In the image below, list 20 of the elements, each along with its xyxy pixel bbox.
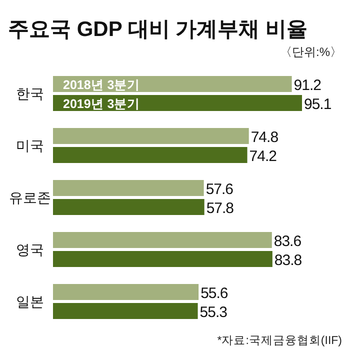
data-label: 74.2	[249, 148, 276, 165]
subtitle: 〈단위:%〉	[280, 45, 342, 59]
data-label: 83.6	[274, 233, 302, 250]
data-label: 57.8	[206, 200, 234, 217]
category-label: 영국	[16, 242, 44, 258]
data-label: 57.6	[206, 181, 234, 198]
series-name: 2019년 3분기	[63, 97, 140, 111]
category-label: 미국	[16, 138, 44, 154]
data-label: 91.2	[294, 77, 321, 94]
data-label: 95.1	[304, 96, 332, 113]
title: 주요국 GDP 대비 가계부채 비율	[8, 18, 308, 41]
annotation: *자료:국제금융협회(IIF)	[217, 335, 342, 347]
category-label: 유로존	[9, 190, 51, 206]
series-name: 2018년 3분기	[63, 78, 140, 92]
data-label: 83.8	[274, 252, 302, 269]
data-label: 55.3	[200, 304, 227, 321]
category-label: 한국	[16, 86, 44, 102]
data-label: 55.6	[200, 285, 228, 302]
category-label: 일본	[16, 294, 44, 310]
data-label: 74.8	[250, 129, 278, 146]
